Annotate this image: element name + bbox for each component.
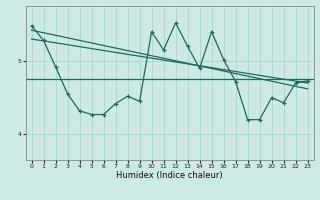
X-axis label: Humidex (Indice chaleur): Humidex (Indice chaleur) [116, 171, 223, 180]
